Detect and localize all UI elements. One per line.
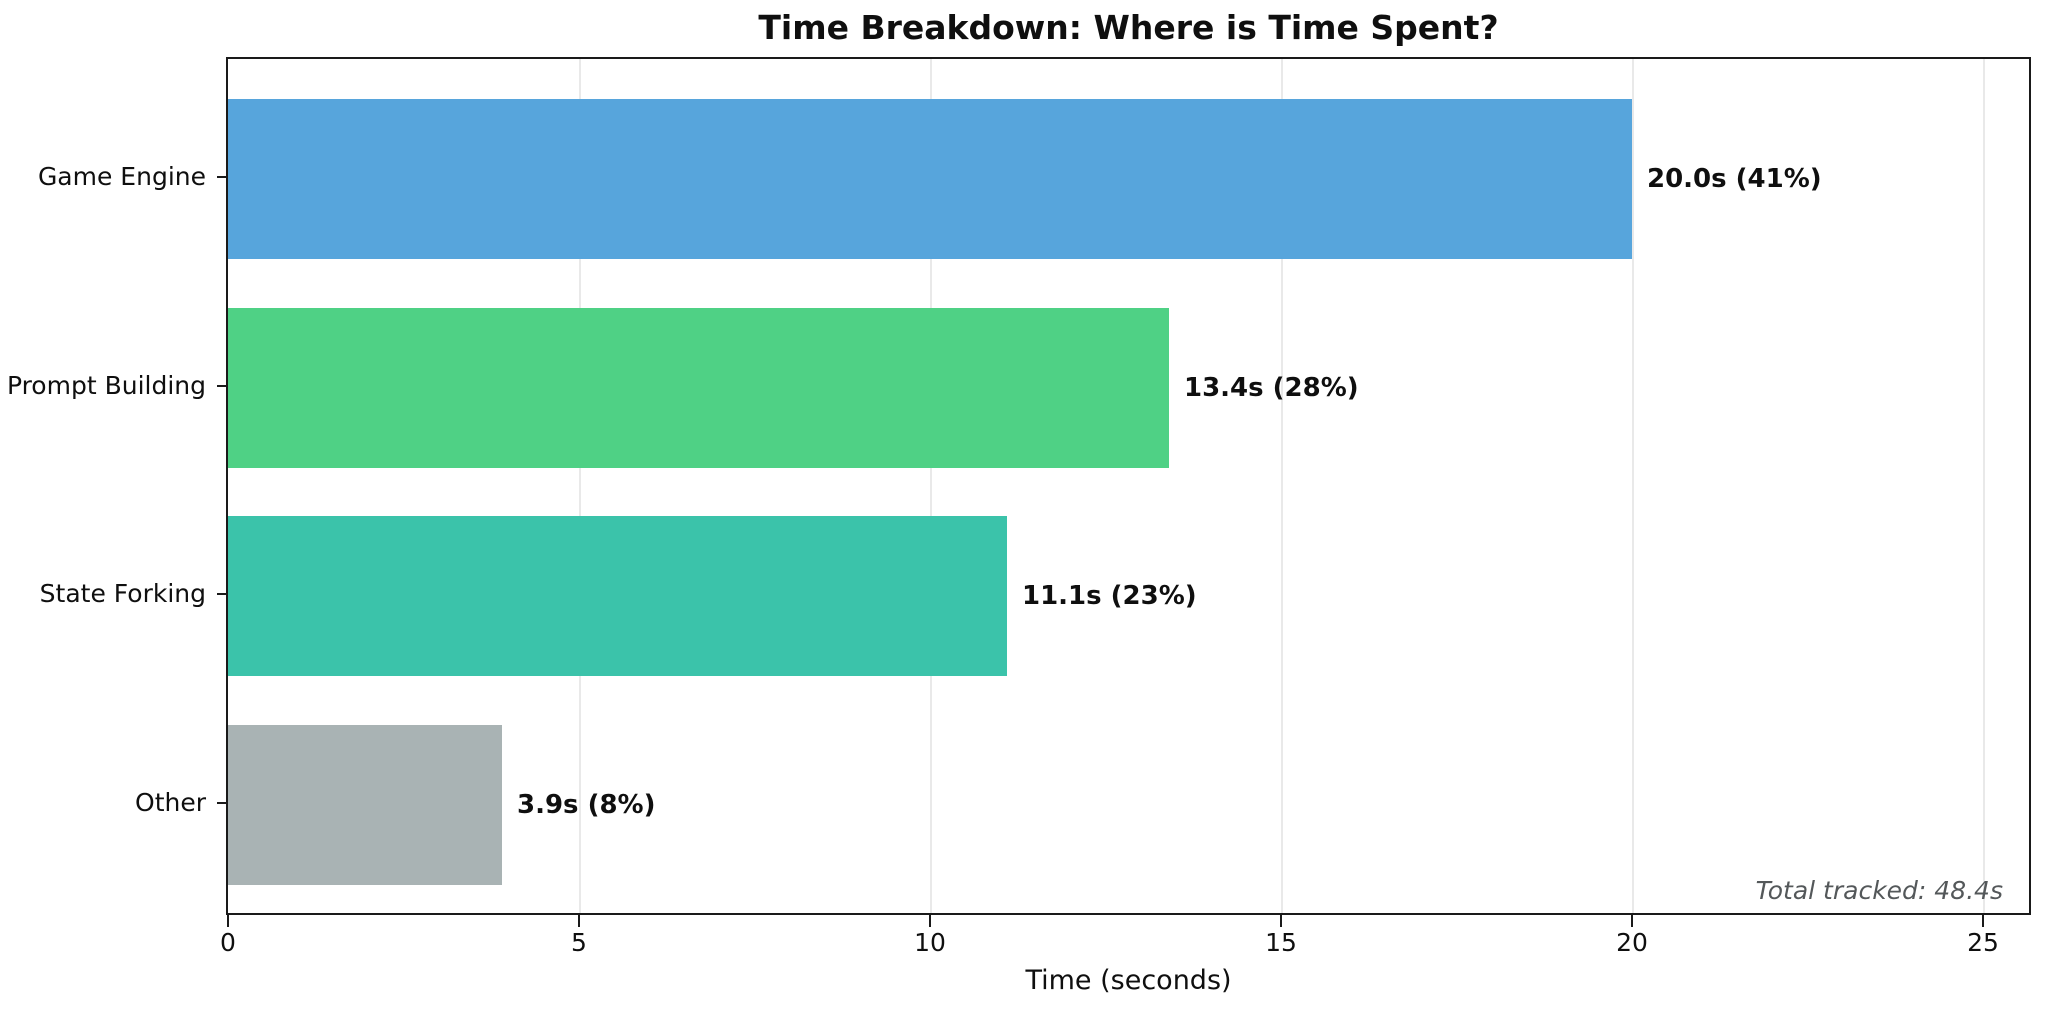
gridline-x5 (579, 59, 581, 913)
gridline-x20 (1632, 59, 1634, 913)
x-axis-tick-label-0: 0 (220, 928, 236, 957)
gridline-x25 (1983, 59, 1985, 913)
gridline-x10 (930, 59, 932, 913)
x-tick-mark-15 (1280, 915, 1282, 927)
chart-title: Time Breakdown: Where is Time Spent? (758, 8, 1499, 47)
x-tick-mark-20 (1631, 915, 1633, 927)
x-axis-label: Time (seconds) (1025, 965, 1232, 996)
y-axis-tick-label-game-engine: Game Engine (37, 162, 206, 191)
y-tick-mark-other (217, 802, 226, 804)
y-tick-mark-game-engine (217, 176, 226, 178)
y-axis-tick-label-state-forking: State Forking (39, 579, 206, 608)
x-axis-tick-label-15: 15 (1265, 928, 1297, 957)
x-axis-tick-label-5: 5 (571, 928, 587, 957)
gridline-x15 (1281, 59, 1283, 913)
x-axis-tick-label-20: 20 (1616, 928, 1648, 957)
bar-other (228, 725, 502, 885)
x-tick-mark-5 (578, 915, 580, 927)
bar-value-label-prompt-building: 13.4s (28%) (1184, 373, 1359, 403)
bar-value-label-other: 3.9s (8%) (517, 790, 656, 820)
y-axis-tick-label-prompt-building: Prompt Building (6, 371, 206, 400)
y-tick-mark-prompt-building (217, 385, 226, 387)
bar-state-forking (228, 516, 1007, 676)
bar-value-label-game-engine: 20.0s (41%) (1647, 164, 1822, 194)
total-annotation: Total tracked: 48.4s (1755, 876, 2003, 905)
bar-value-label-state-forking: 11.1s (23%) (1022, 581, 1197, 611)
x-tick-mark-0 (227, 915, 229, 927)
plot-area: Total tracked: 48.4s 20.0s (41%) 13.4s (2… (226, 57, 2031, 915)
y-tick-mark-state-forking (217, 593, 226, 595)
x-tick-mark-10 (929, 915, 931, 927)
bar-prompt-building (228, 308, 1169, 468)
bar-game-engine (228, 99, 1632, 259)
y-axis-tick-label-other: Other (135, 788, 206, 817)
x-axis-tick-label-25: 25 (1967, 928, 1999, 957)
x-tick-mark-25 (1982, 915, 1984, 927)
x-axis-tick-label-10: 10 (914, 928, 946, 957)
